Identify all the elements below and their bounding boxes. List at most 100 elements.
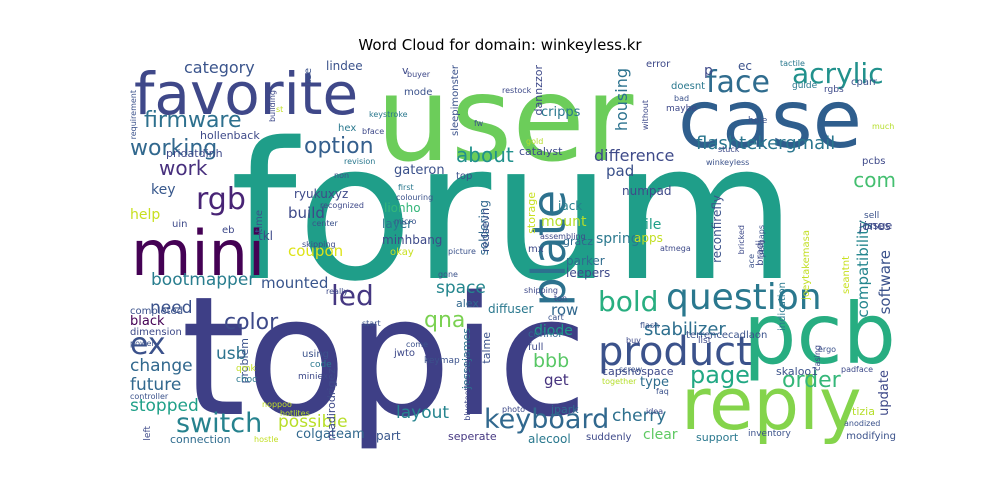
word-gateron: gateron xyxy=(394,163,445,178)
word-hole: hole xyxy=(748,116,768,126)
word-come: come xyxy=(406,340,429,349)
word-redsevn: redsevn xyxy=(479,208,492,253)
word-spring: spring xyxy=(596,231,640,247)
word-keystroke: keystroke xyxy=(369,110,408,119)
word-tactile: tactile xyxy=(780,59,805,68)
word-center: center xyxy=(312,219,338,228)
word-full: full xyxy=(528,342,544,353)
word-hotlites: hotlites xyxy=(280,409,310,418)
word-change: change xyxy=(130,356,193,376)
word-acrylic: acrylic xyxy=(792,57,884,90)
word-help: help xyxy=(130,207,161,223)
word-shipping: shipping xyxy=(524,286,558,295)
word-colgateam: colgateam xyxy=(296,427,365,442)
word-idea: idea xyxy=(646,407,664,416)
word-terrencecadlaon: terrencecadlaon xyxy=(686,330,768,341)
word-hollenback: hollenback xyxy=(200,129,260,142)
word-dannzzor: dannzzor xyxy=(532,65,545,116)
word-sell: sell xyxy=(864,211,880,221)
word-gold: gold xyxy=(526,137,544,146)
word-user: user xyxy=(376,50,634,188)
word-bface: bface xyxy=(362,127,385,136)
word-flashtekergmail: flashtekergmail xyxy=(696,133,836,154)
word-uin: uin xyxy=(172,219,188,230)
word-mode: mode xyxy=(404,87,433,98)
word-cart: cart xyxy=(548,313,564,322)
word-part: part xyxy=(376,429,401,443)
word-stabilizer: stabilizer xyxy=(644,319,726,340)
word-bluetoothwireless: bluetoothwireless xyxy=(463,350,472,421)
word-support: support xyxy=(696,431,739,444)
word-okay: okay xyxy=(390,247,414,258)
word-completed: completed xyxy=(130,306,184,317)
word-winkeyless: winkeyless xyxy=(706,158,750,167)
word-start: start xyxy=(362,319,381,328)
word-talme: talme xyxy=(480,332,493,364)
word-bootmapper: bootmapper xyxy=(151,270,256,290)
word-compatibility: compatibility xyxy=(854,220,872,318)
word-topic: topic xyxy=(181,261,588,453)
word-requirement: requirement xyxy=(129,90,138,140)
word-com: com xyxy=(853,168,896,192)
word-restock: restock xyxy=(502,86,532,95)
word-led: led xyxy=(331,279,374,312)
word-hex: hex xyxy=(338,123,357,134)
word-hostle: hostle xyxy=(254,435,279,444)
word-difference: difference xyxy=(594,146,675,165)
word-row: row xyxy=(551,301,579,319)
word-numpad: numpad xyxy=(622,184,672,198)
word-anodized: anodized xyxy=(844,419,881,428)
word-housing: housing xyxy=(612,68,631,132)
word-guide: guide xyxy=(792,81,818,91)
word-qmk: qmk xyxy=(236,364,256,374)
word-software: software xyxy=(876,250,894,315)
word-mini: mini xyxy=(131,217,266,290)
word-use: use xyxy=(303,68,314,86)
word-qna: qna xyxy=(424,308,466,333)
word-v: v xyxy=(402,64,409,77)
word-diode: diode xyxy=(534,323,573,339)
word-apps: apps xyxy=(634,231,663,245)
word-seantnt: seantnt xyxy=(841,256,852,295)
word-modifying: modifying xyxy=(846,431,896,442)
word-flash: flash xyxy=(640,321,660,330)
word-category: category xyxy=(184,58,255,77)
word-suddenly: suddenly xyxy=(586,432,632,443)
word-together: together xyxy=(602,377,637,386)
word-cripps: cripps xyxy=(541,105,581,120)
word-revision: revision xyxy=(344,157,376,166)
word-doesnt: doesnt xyxy=(671,81,706,92)
word-pcb: pcb xyxy=(743,285,896,383)
word-connor: connor xyxy=(528,329,563,340)
word-cparr: cparr xyxy=(851,77,878,88)
word-lindee: lindee xyxy=(326,59,363,73)
word-really: really xyxy=(326,287,349,296)
word-lionho: lionho xyxy=(384,201,421,215)
chart-title: Word Cloud for domain: winkeyless.kr xyxy=(358,36,642,54)
word-build: build xyxy=(288,204,325,222)
word-casing: casing xyxy=(813,345,822,371)
word-bold: bold xyxy=(598,285,659,318)
word-storage: storage xyxy=(525,192,538,234)
word-list: list xyxy=(698,336,712,346)
word-face: face xyxy=(706,65,770,100)
word-work: work xyxy=(159,156,208,180)
word-possible: possible xyxy=(278,412,348,432)
word-switch: switch xyxy=(176,408,263,439)
word-favorite: favorite xyxy=(134,60,359,128)
word-need: need xyxy=(150,298,193,318)
word-p: p xyxy=(704,63,713,79)
word-type: type xyxy=(640,375,670,390)
word-skaloo1: skaloo1 xyxy=(776,365,819,378)
word-alecool: alecool xyxy=(528,432,571,446)
word-buyer: buyer xyxy=(407,70,431,79)
word-recognized: recognized xyxy=(320,201,364,210)
word-padface: padface xyxy=(841,365,874,374)
word-layer: layer xyxy=(382,217,413,231)
word-gone: gone xyxy=(438,270,458,279)
word-update: update xyxy=(877,370,892,416)
word-buy: buy xyxy=(626,336,641,345)
word-leepers: leepers xyxy=(566,266,611,280)
word-layout: layout xyxy=(396,403,450,423)
word-dimension: dimension xyxy=(130,327,182,338)
